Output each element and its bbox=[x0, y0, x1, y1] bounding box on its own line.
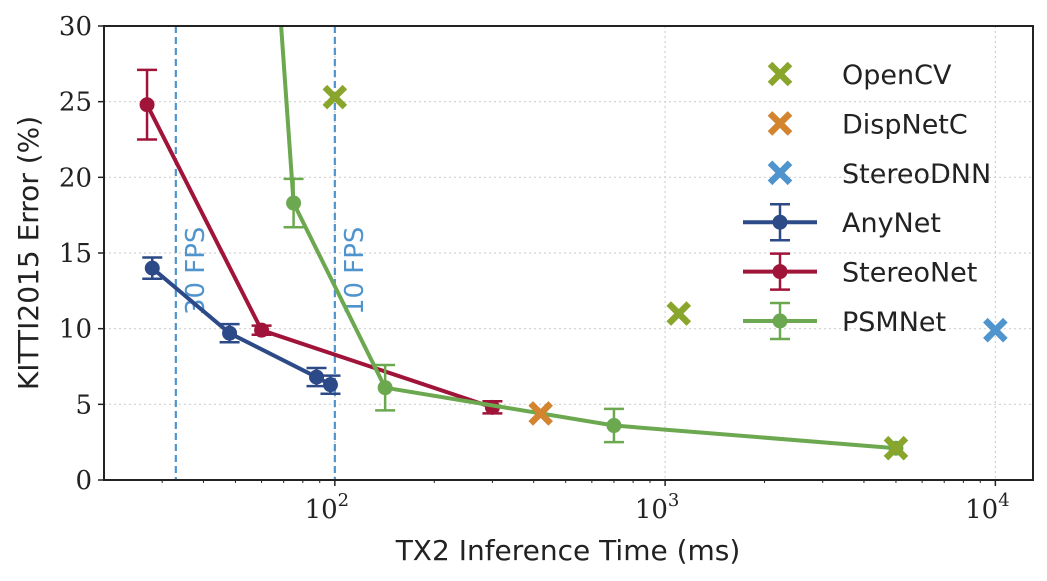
data-point bbox=[222, 325, 238, 341]
legend-marker bbox=[767, 160, 793, 186]
legend-marker bbox=[772, 313, 788, 329]
data-point bbox=[322, 84, 348, 110]
data-point bbox=[139, 97, 155, 113]
y-tick-label: 10 bbox=[59, 315, 92, 345]
data-point bbox=[606, 418, 622, 434]
x-axis-title: TX2 Inference Time (ms) bbox=[395, 534, 741, 567]
y-tick-label: 25 bbox=[59, 88, 92, 118]
y-tick-label: 20 bbox=[59, 163, 92, 193]
fps-label: 10 FPS bbox=[340, 227, 370, 316]
legend-item: StereoNet bbox=[743, 252, 977, 291]
x-tick-label: 102 bbox=[305, 490, 350, 525]
legend-item: StereoDNN bbox=[767, 159, 991, 190]
x-tick-label: 104 bbox=[965, 490, 1010, 525]
series-layer bbox=[137, 26, 1008, 461]
series-opencv bbox=[322, 84, 909, 461]
series-psmnet bbox=[279, 26, 904, 456]
grid bbox=[104, 26, 1033, 480]
data-point bbox=[144, 260, 160, 276]
legend-label: PSMNet bbox=[842, 307, 946, 338]
legend: OpenCV DispNetC StereoDNN AnyNet StereoNet PS… bbox=[743, 60, 991, 341]
series-anynet bbox=[142, 256, 341, 395]
reference-lines: 30 FPS 10 FPS bbox=[174, 26, 370, 480]
legend-item: PSMNet bbox=[743, 301, 946, 341]
fps-label: 30 FPS bbox=[181, 227, 211, 316]
legend-marker bbox=[767, 111, 793, 136]
y-tick-label: 0 bbox=[75, 466, 92, 496]
legend-label: StereoNet bbox=[842, 258, 977, 289]
y-axis-title: KITTI2015 Error (%) bbox=[12, 116, 45, 390]
x-tick-label: 103 bbox=[635, 490, 680, 525]
legend-item: OpenCV bbox=[767, 60, 952, 91]
data-point bbox=[377, 380, 393, 396]
data-point bbox=[883, 435, 909, 461]
data-point bbox=[666, 301, 692, 326]
legend-item: DispNetC bbox=[767, 109, 968, 140]
legend-marker bbox=[772, 214, 788, 230]
axis-ticks: 0 5 10 15 20 25 30 102 103 104 bbox=[59, 12, 1010, 525]
legend-label: OpenCV bbox=[842, 60, 952, 91]
data-point bbox=[309, 369, 325, 385]
data-point bbox=[286, 195, 302, 211]
series-stereodnn bbox=[983, 317, 1008, 343]
series-line bbox=[150, 266, 332, 387]
data-point bbox=[983, 317, 1008, 343]
y-tick-label: 30 bbox=[59, 12, 92, 42]
legend-item: AnyNet bbox=[743, 202, 941, 242]
plot-frame bbox=[103, 25, 1034, 481]
legend-marker bbox=[767, 61, 793, 87]
y-tick-label: 5 bbox=[75, 390, 92, 420]
series-dispnetc bbox=[528, 401, 553, 426]
series-line bbox=[279, 26, 897, 451]
data-point bbox=[322, 377, 338, 393]
legend-label: StereoDNN bbox=[842, 159, 991, 190]
data-point bbox=[254, 322, 270, 338]
legend-marker bbox=[772, 264, 788, 280]
legend-label: DispNetC bbox=[842, 109, 968, 140]
y-tick-label: 15 bbox=[59, 239, 92, 269]
data-point bbox=[528, 401, 553, 426]
legend-label: AnyNet bbox=[842, 208, 941, 239]
